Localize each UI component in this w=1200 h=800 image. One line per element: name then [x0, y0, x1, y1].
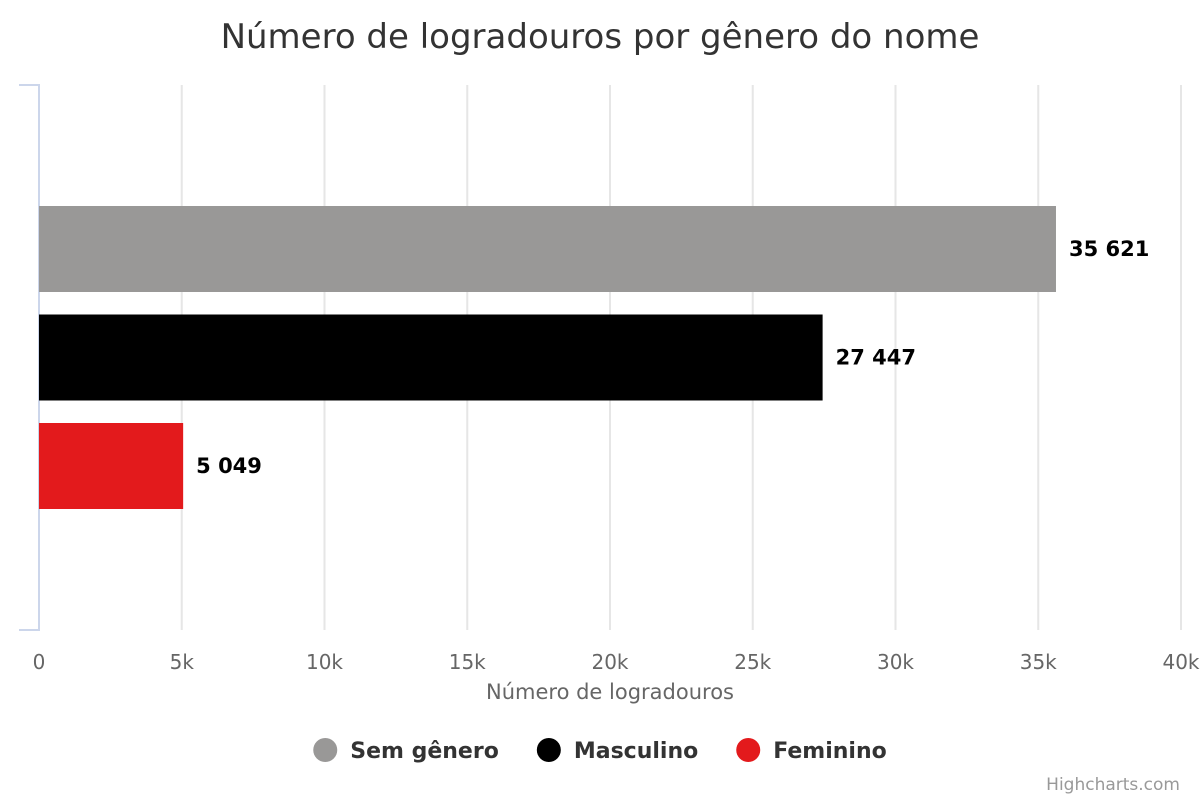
x-axis-ticks: 0 5k 10k 15k 20k 25k 30k 35k 40k — [33, 650, 1200, 674]
data-label: 5 049 — [196, 454, 262, 478]
bars — [39, 206, 1056, 509]
legend-label: Masculino — [574, 739, 698, 764]
x-tick-label: 5k — [170, 650, 195, 674]
x-tick-label: 0 — [33, 650, 46, 674]
bar-sem-gênero[interactable] — [39, 206, 1056, 292]
legend-label: Sem gênero — [350, 739, 499, 764]
credits-link[interactable]: Highcharts.com — [1046, 775, 1180, 795]
chart-title: Número de logradouros por gênero do nome — [221, 17, 980, 57]
category-axis-line — [19, 84, 40, 631]
x-tick-label: 40k — [1162, 650, 1199, 674]
legend-marker — [313, 738, 338, 762]
bar-feminino[interactable] — [39, 423, 184, 509]
bar-masculino[interactable] — [39, 314, 823, 401]
x-tick-label: 10k — [306, 650, 343, 674]
y-axis — [19, 84, 40, 631]
x-axis-title: Número de logradouros — [486, 680, 734, 704]
legend-item-feminino[interactable]: Feminino — [736, 738, 887, 764]
x-tick-label: 15k — [449, 650, 486, 674]
legend-item-sem-gênero[interactable]: Sem gênero — [313, 738, 499, 764]
data-label: 27 447 — [836, 346, 916, 370]
x-tick-label: 35k — [1020, 650, 1057, 674]
legend: Sem gênero Masculino Feminino — [313, 738, 887, 764]
data-label: 35 621 — [1069, 237, 1149, 261]
legend-label: Feminino — [773, 739, 887, 764]
data-labels: 35 621 27 447 5 049 — [196, 237, 1149, 478]
legend-marker — [536, 738, 561, 762]
x-tick-label: 20k — [591, 650, 628, 674]
x-tick-label: 25k — [734, 650, 771, 674]
legend-marker — [736, 738, 761, 762]
legend-item-masculino[interactable]: Masculino — [536, 738, 698, 764]
x-tick-label: 30k — [877, 650, 914, 674]
